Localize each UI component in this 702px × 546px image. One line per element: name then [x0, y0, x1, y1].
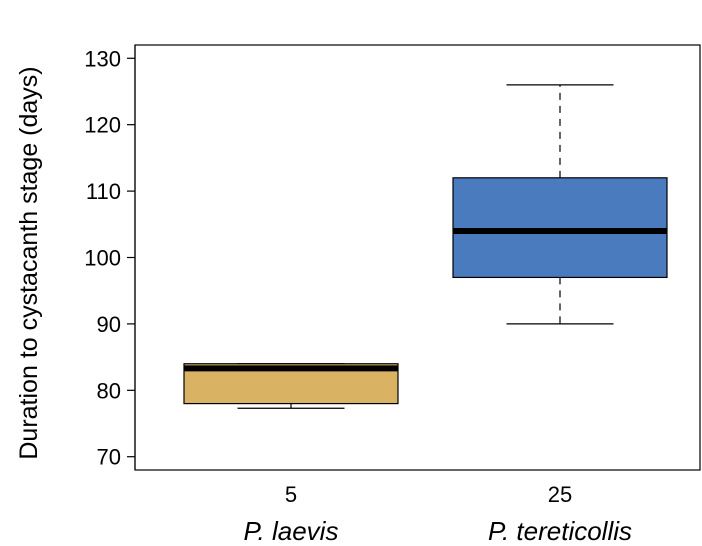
- y-axis: 70 80 90 100 110 120 130: [84, 45, 136, 470]
- x-axis-labels: 5 P. laevis 25 P. tereticollis: [244, 482, 632, 546]
- category-label: P. laevis: [244, 516, 339, 546]
- y-tick-label: 120: [84, 113, 121, 138]
- boxes-layer: [183, 84, 668, 409]
- category-label: P. tereticollis: [488, 516, 632, 546]
- box-p-tereticollis: [452, 84, 668, 325]
- y-tick-label: 110: [86, 179, 121, 204]
- y-tick-label: 80: [97, 378, 121, 403]
- y-tick-label: 70: [97, 445, 121, 470]
- sample-size-label: 25: [548, 482, 572, 507]
- y-tick-label: 100: [84, 246, 121, 271]
- iqr-box: [452, 177, 668, 279]
- y-tick-label: 130: [84, 46, 121, 71]
- y-tick-label: 90: [97, 312, 121, 337]
- sample-size-label: 5: [285, 482, 297, 507]
- box-p-laevis: [183, 363, 399, 409]
- y-axis-title: Duration to cystacanth stage (days): [15, 66, 43, 459]
